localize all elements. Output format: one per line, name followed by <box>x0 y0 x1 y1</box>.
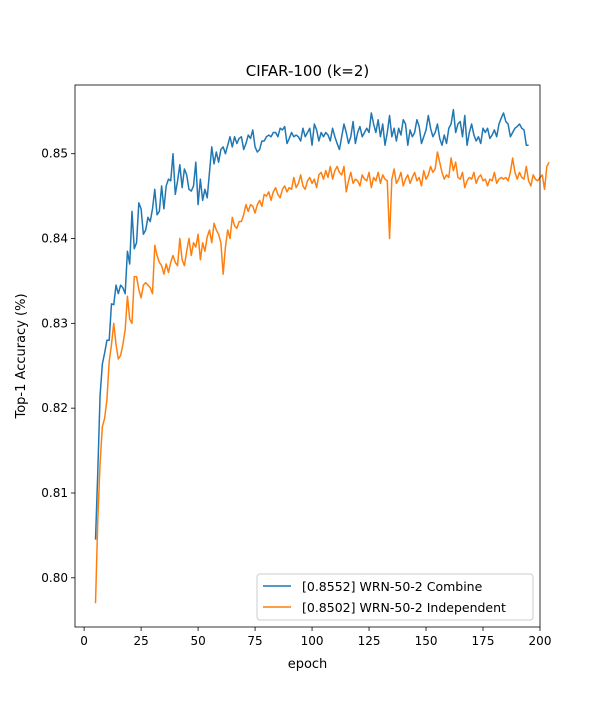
x-tick-label: 25 <box>133 634 148 648</box>
y-tick-label: 0.80 <box>41 571 68 585</box>
legend-label-combine: [0.8552] WRN-50-2 Combine <box>302 579 483 594</box>
series-line-combine <box>94 108 529 540</box>
x-tick-label: 75 <box>247 634 262 648</box>
series-line-independent <box>94 151 550 604</box>
legend-box <box>256 573 534 621</box>
plot-frame <box>74 84 541 628</box>
series-layer <box>94 108 550 604</box>
plot-area: 0 25 50 75 100 125 150 175 200 0.800.810.820.830… <box>41 84 551 648</box>
y-tick-label: 0.82 <box>41 401 68 415</box>
x-tick-label: 100 <box>301 634 324 648</box>
y-tick-label: 0.84 <box>41 232 68 246</box>
y-axis-label: Top-1 Accuracy (%) <box>14 293 29 419</box>
x-tick-label: 150 <box>415 634 438 648</box>
x-axis: 0 25 50 75 100 125 150 175 200 <box>80 627 551 648</box>
chart-title: CIFAR-100 (k=2) <box>246 62 370 80</box>
y-tick-label: 0.83 <box>41 316 68 330</box>
x-tick-label: 200 <box>529 634 552 648</box>
y-tick-label: 0.81 <box>41 486 68 500</box>
legend: [0.8552] WRN-50-2 Combine [0.8502] WRN-5… <box>256 573 534 621</box>
x-tick-label: 0 <box>80 634 88 648</box>
x-tick-label: 175 <box>472 634 495 648</box>
legend-label-independent: [0.8502] WRN-50-2 Independent <box>302 600 506 615</box>
y-tick-label: 0.85 <box>41 147 68 161</box>
x-axis-label: epoch <box>288 657 328 672</box>
x-tick-label: 125 <box>358 634 381 648</box>
x-tick-label: 50 <box>190 634 205 648</box>
y-axis: 0.80 0.81 0.82 0.83 0.84 0.85 <box>41 147 75 585</box>
